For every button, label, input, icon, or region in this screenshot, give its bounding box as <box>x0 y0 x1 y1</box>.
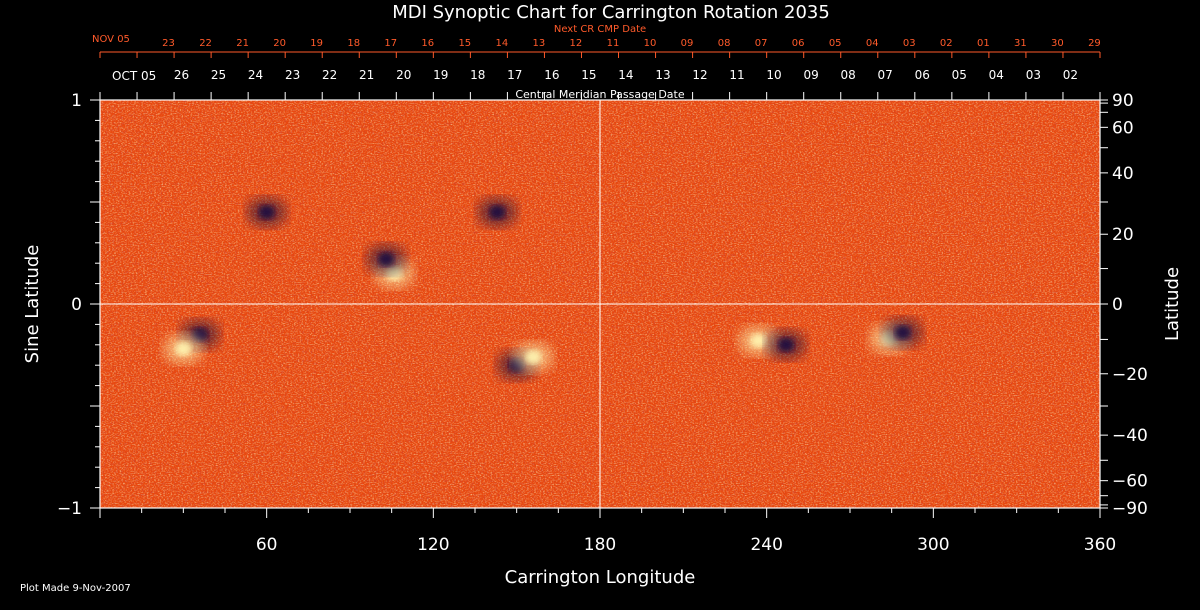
next-cr-dates: 23 22 21 20 19 18 17 16 15 14 13 12 11 10 09 08 07 06 05 04… <box>162 38 1101 49</box>
cmp-date: 05 <box>952 68 967 82</box>
next-cr-date: 22 <box>199 38 212 49</box>
x-tick-label: 120 <box>417 535 449 555</box>
y-axis-right-title: Latitude <box>1162 267 1183 341</box>
region-core-negative-9 <box>894 325 911 340</box>
cmp-date: 25 <box>211 68 226 82</box>
y-right-tick-label: −40 <box>1112 426 1148 446</box>
cmp-date: 13 <box>655 68 670 82</box>
next-cr-date: 16 <box>421 38 434 49</box>
y-axis-left-title: Sine Latitude <box>22 245 43 364</box>
y-right-tick-label: 90 <box>1112 91 1134 111</box>
cmp-date: 11 <box>729 68 744 82</box>
cmp-date: 23 <box>285 68 300 82</box>
top-axis-ticks <box>99 92 1101 100</box>
plot-made-footer: Plot Made 9-Nov-2007 <box>20 583 131 594</box>
cmp-date: 09 <box>803 68 818 82</box>
cmp-date: 10 <box>766 68 781 82</box>
y-left-tick-label: 1 <box>71 91 82 111</box>
y-right-tick-label: 20 <box>1112 225 1134 245</box>
y-right-tick-label: −20 <box>1112 365 1148 385</box>
cmp-dates: 26 25 24 23 22 21 20 19 18 17 16 15 14 13 12 11 10 09 08 07… <box>174 68 1078 82</box>
next-cr-date: 11 <box>607 38 620 49</box>
region-core-positive-3 <box>175 341 192 356</box>
y-axis-right: 90 60 40 20 0 −20 −40 −60 −90 <box>1100 91 1148 519</box>
y-right-tick-label: 60 <box>1112 118 1134 138</box>
cmp-date: 26 <box>174 68 189 82</box>
region-core-negative-11 <box>489 205 506 220</box>
cmp-date: 08 <box>841 68 856 82</box>
next-cr-date: 15 <box>458 38 471 49</box>
next-cr-date: 31 <box>1014 38 1027 49</box>
cmp-date: 24 <box>248 68 263 82</box>
next-cr-date: 05 <box>829 38 842 49</box>
cmp-date: 19 <box>433 68 448 82</box>
cmp-date: 14 <box>618 68 633 82</box>
y-right-tick-label: 0 <box>1112 295 1123 315</box>
next-cr-date: 07 <box>755 38 768 49</box>
next-cr-date: 19 <box>310 38 323 49</box>
x-tick-label: 360 <box>1084 535 1116 555</box>
cmp-date: 16 <box>544 68 559 82</box>
x-axis-title: Carrington Longitude <box>505 567 696 588</box>
next-cr-ticks <box>99 52 1101 58</box>
next-cr-date: 18 <box>347 38 360 49</box>
cmp-date: 02 <box>1063 68 1078 82</box>
cmp-date: 21 <box>359 68 374 82</box>
next-cr-date: 02 <box>940 38 953 49</box>
next-cr-date: 04 <box>866 38 879 49</box>
next-cr-date: 17 <box>384 38 397 49</box>
cmp-date: 22 <box>322 68 337 82</box>
next-cr-date: 08 <box>718 38 731 49</box>
next-cr-label: Next CR CMP Date <box>554 24 646 35</box>
next-cr-date: 21 <box>236 38 249 49</box>
next-cr-month: NOV 05 <box>92 34 130 45</box>
next-cr-date: 23 <box>162 38 175 49</box>
y-right-tick-label: −90 <box>1112 499 1148 519</box>
cmp-date: 20 <box>396 68 411 82</box>
region-core-positive-5 <box>525 350 542 365</box>
y-right-tick-label: −60 <box>1112 472 1148 492</box>
region-core-negative-1 <box>378 252 395 267</box>
cmp-axis-label: Central Meridian Passage Date <box>515 88 684 101</box>
cmp-date: 18 <box>470 68 485 82</box>
cmp-date: 12 <box>692 68 707 82</box>
x-axis: 60 120 180 240 300 360 <box>99 508 1116 555</box>
region-core-negative-10 <box>258 205 275 220</box>
chart-title: MDI Synoptic Chart for Carrington Rotati… <box>392 2 830 23</box>
x-tick-label: 240 <box>750 535 782 555</box>
cmp-date: 17 <box>507 68 522 82</box>
cmp-month: OCT 05 <box>112 69 156 83</box>
y-axis-left: 1 0 −1 <box>57 91 100 519</box>
cmp-date: 15 <box>581 68 596 82</box>
next-cr-date: 01 <box>977 38 990 49</box>
next-cr-date: 03 <box>903 38 916 49</box>
next-cr-date: 13 <box>533 38 546 49</box>
next-cr-date: 09 <box>681 38 694 49</box>
cmp-date: 06 <box>915 68 930 82</box>
y-right-tick-label: 40 <box>1112 164 1134 184</box>
cmp-date: 04 <box>989 68 1004 82</box>
region-core-negative-7 <box>778 337 795 352</box>
x-tick-label: 180 <box>584 535 616 555</box>
next-cr-date: 30 <box>1051 38 1064 49</box>
next-cr-date: 10 <box>644 38 657 49</box>
next-cr-date: 29 <box>1088 38 1101 49</box>
next-cr-date: 14 <box>495 38 508 49</box>
y-left-tick-label: −1 <box>57 499 82 519</box>
region-core-positive-6 <box>750 333 767 348</box>
cmp-date: 07 <box>878 68 893 82</box>
x-tick-label: 300 <box>917 535 949 555</box>
y-left-tick-label: 0 <box>71 295 82 315</box>
next-cr-date: 12 <box>570 38 583 49</box>
next-cr-date: 20 <box>273 38 286 49</box>
cmp-date: 03 <box>1026 68 1041 82</box>
next-cr-date: 06 <box>792 38 805 49</box>
x-tick-label: 60 <box>256 535 278 555</box>
